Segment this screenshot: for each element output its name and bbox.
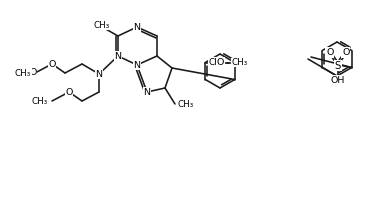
Text: S: S: [335, 61, 341, 70]
Text: N: N: [133, 61, 140, 69]
Text: OH: OH: [331, 76, 345, 85]
Text: O: O: [29, 68, 37, 77]
Text: O: O: [65, 88, 73, 96]
Text: CH₃: CH₃: [94, 20, 110, 30]
Text: O: O: [216, 58, 224, 67]
Text: O: O: [326, 48, 333, 57]
Text: N: N: [114, 51, 121, 61]
Text: N: N: [144, 88, 151, 96]
Text: O: O: [342, 48, 349, 57]
Text: N: N: [133, 23, 140, 31]
Text: CH₃: CH₃: [178, 100, 194, 108]
Text: N: N: [96, 69, 102, 78]
Text: O: O: [48, 60, 56, 69]
Text: CH₃: CH₃: [209, 58, 225, 67]
Text: CH₃: CH₃: [15, 69, 31, 77]
Text: CH₃: CH₃: [231, 58, 247, 67]
Text: CH₃: CH₃: [32, 96, 48, 106]
